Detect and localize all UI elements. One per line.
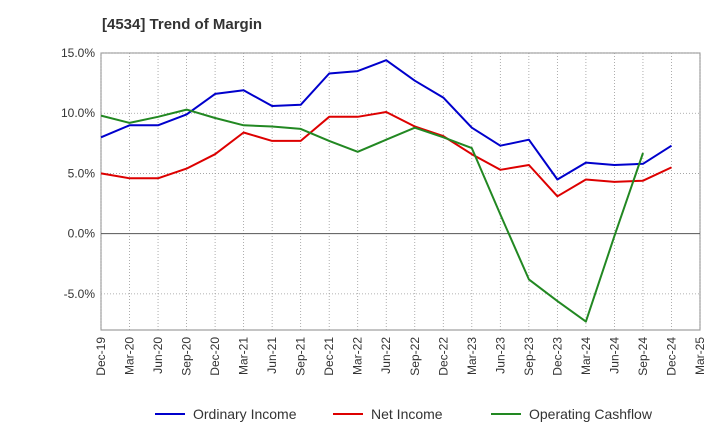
y-tick-label: 0.0%: [68, 227, 96, 241]
x-tick-label: Dec-23: [550, 337, 564, 376]
chart-title: [4534] Trend of Margin: [102, 16, 263, 33]
x-tick-label: Jun-21: [265, 337, 279, 374]
x-tick-label: Jun-23: [493, 337, 507, 374]
x-tick-label: Dec-22: [436, 337, 450, 376]
x-tick-label: Jun-22: [379, 337, 393, 374]
legend-item-net-income: Net Income: [333, 406, 443, 422]
x-tick-label: Sep-23: [522, 337, 536, 376]
x-tick-label: Sep-24: [636, 337, 650, 376]
x-tick-label: Mar-24: [579, 337, 593, 375]
x-tick-label: Sep-21: [294, 337, 308, 376]
y-tick-label: 15.0%: [61, 46, 95, 60]
series-line-ordinary-income: [100, 59, 673, 181]
x-tick-label: Mar-22: [351, 337, 365, 375]
x-tick-label: Dec-21: [322, 337, 336, 376]
x-tick-label: Mar-20: [123, 337, 137, 375]
legend-label: Net Income: [371, 406, 443, 422]
plot-area: [100, 52, 701, 331]
x-tick-label: Sep-20: [180, 337, 194, 376]
x-tick-label: Mar-21: [237, 337, 251, 375]
x-tick-label: Jun-24: [607, 337, 621, 374]
series-line-net-income: [100, 111, 672, 198]
x-tick-label: Dec-19: [94, 337, 108, 376]
x-tick-label: Dec-24: [664, 337, 678, 376]
x-tick-label: Mar-23: [465, 337, 479, 375]
legend-item-ordinary-income: Ordinary Income: [155, 406, 297, 422]
y-tick-label: 5.0%: [68, 166, 96, 180]
x-tick-label: Sep-22: [408, 337, 422, 376]
y-tick-label: 10.0%: [61, 106, 95, 120]
x-tick-label: Jun-20: [151, 337, 165, 374]
legend-label: Ordinary Income: [193, 406, 297, 422]
legend-item-operating-cashflow: Operating Cashflow: [491, 406, 653, 422]
x-tick-label: Mar-25: [693, 337, 707, 375]
y-tick-label: -5.0%: [64, 287, 96, 301]
series-line-operating-cashflow: [100, 108, 644, 323]
x-tick-label: Dec-20: [208, 337, 222, 376]
legend-label: Operating Cashflow: [529, 406, 653, 422]
